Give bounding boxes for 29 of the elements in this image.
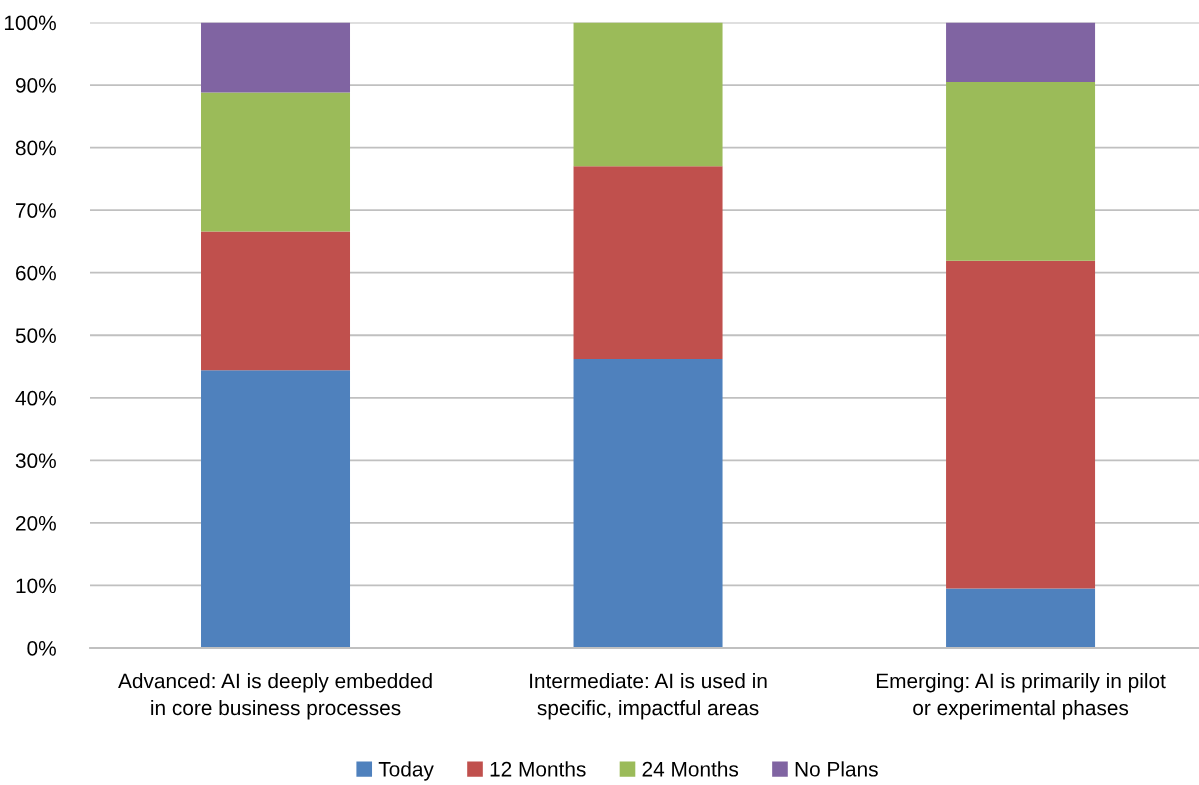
y-tick-label: 80%: [15, 140, 56, 156]
bar: [946, 22, 1096, 82]
bar: [946, 588, 1096, 648]
x-tick-label: Emerging: AI is primarily in pilot or experimental phases: [876, 673, 1166, 720]
y-tick-label: 60%: [16, 265, 56, 281]
bar: [201, 22, 351, 93]
x-tick-label: Intermediate: AI is used in specific, impactful areas: [530, 673, 767, 720]
legend-label: 12 Months: [490, 761, 586, 777]
bar: [946, 260, 1096, 589]
y-tick-label: 70%: [16, 203, 56, 218]
y-tick-label: 40%: [15, 390, 56, 406]
bar: [573, 166, 723, 360]
legend-label: 24 Months: [642, 761, 739, 777]
bar: [946, 81, 1096, 261]
bar: [573, 22, 723, 167]
bar: [201, 92, 351, 232]
y-tick-label: 50%: [15, 328, 56, 343]
bar: [201, 370, 351, 648]
bar: [201, 231, 351, 371]
x-tick-label: Advanced: AI is deeply embedded in core business processes: [118, 673, 432, 720]
y-tick-label: 20%: [16, 515, 56, 531]
bar: [573, 359, 723, 648]
legend-label: No Plans: [795, 761, 878, 777]
y-tick-label: 90%: [15, 78, 56, 93]
y-tick-label: 0%: [27, 641, 56, 656]
y-tick-label: 10%: [16, 578, 56, 594]
y-tick-label: 100%: [4, 15, 56, 31]
y-tick-label: 30%: [15, 453, 56, 469]
legend-label: Today: [378, 761, 434, 781]
